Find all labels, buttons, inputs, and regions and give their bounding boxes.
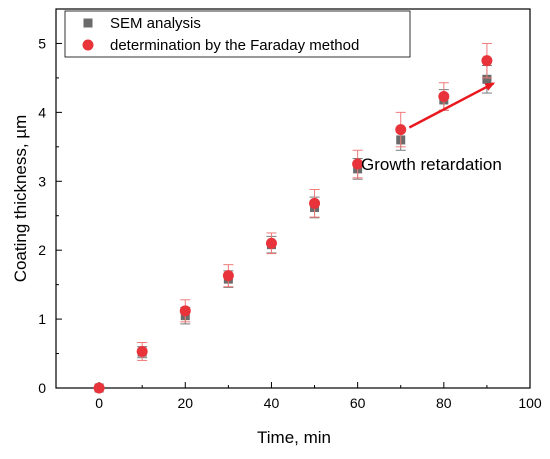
x-axis-ticks: 0 20 40 60 80 100 [95,382,542,411]
legend-marker-square [83,18,93,28]
data-point [438,91,450,103]
x-axis-title: Time, min [257,428,331,447]
y-tick-label: 2 [38,242,46,258]
x-tick-label: 20 [177,395,193,411]
x-tick-label: 60 [350,395,366,411]
data-point [265,237,277,249]
data-point [222,270,234,282]
data-point [179,305,191,317]
legend-box [64,10,411,58]
plot-border [55,8,531,389]
x-tick-label: 0 [95,395,103,411]
y-tick-label: 1 [38,311,46,327]
legend: SEM analysis determination by the Faraday… [64,10,411,58]
legend-label: determination by the Faraday method [110,37,359,54]
annotation: Growth retardation [361,82,502,174]
x-tick-label: 80 [436,395,452,411]
annotation-arrow [408,82,496,129]
y-tick-label: 0 [38,380,46,396]
data-point [352,158,364,170]
y-tick-label: 3 [38,173,46,189]
legend-marker-circle [82,39,94,51]
x-tick-label: 100 [518,395,542,411]
data-point [309,197,321,209]
y-axis-ticks: 0 1 2 3 4 5 [38,35,62,396]
data-point [136,345,148,357]
annotation-label: Growth retardation [361,155,502,174]
legend-label: SEM analysis [110,15,201,32]
y-tick-label: 5 [38,35,46,51]
plot-frame [55,8,531,389]
series-faraday-method [93,42,493,394]
data-point [482,74,492,84]
y-tick-label: 4 [38,104,46,120]
y-axis-title: Coating thickness, µm [11,115,30,283]
x-tick-label: 40 [264,395,280,411]
data-point [395,124,407,136]
data-point [93,382,105,394]
data-marks [93,42,493,394]
data-point [481,55,493,67]
